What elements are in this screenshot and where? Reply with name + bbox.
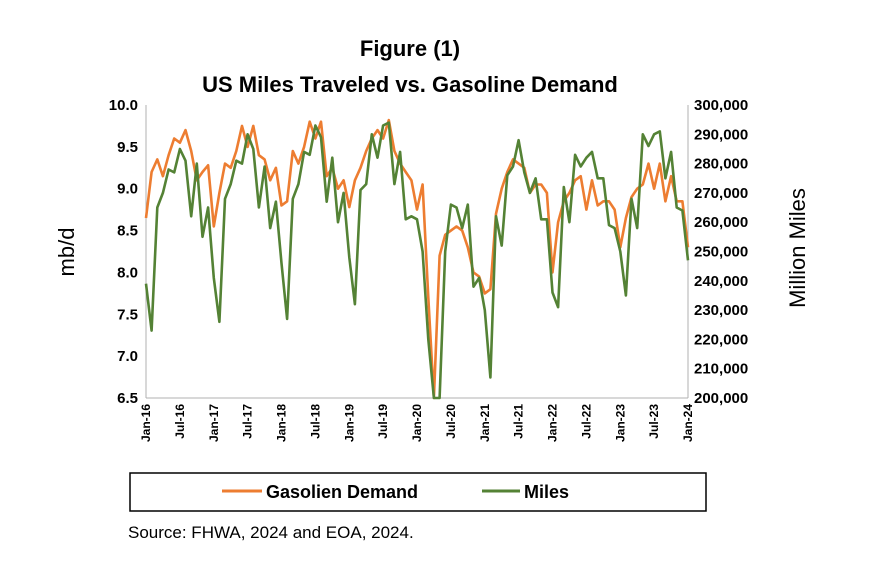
right-y-tick-label: 210,000	[694, 361, 748, 378]
right-y-tick-label: 240,000	[694, 273, 748, 290]
x-tick-label: Jan-22	[546, 404, 560, 442]
right-y-tick-label: 200,000	[694, 390, 748, 407]
x-tick-label: Jul-16	[173, 404, 187, 439]
left-y-tick-label: 8.0	[117, 264, 138, 281]
chart-subtitle: US Miles Traveled vs. Gasoline Demand	[202, 72, 618, 97]
x-tick-label: Jul-20	[444, 404, 458, 439]
right-y-tick-label: 290,000	[694, 126, 748, 143]
series-line-gasolien-demand	[144, 118, 690, 400]
series-layer	[144, 118, 690, 400]
left-y-tick-label: 7.0	[117, 348, 138, 365]
right-y-tick-label: 230,000	[694, 302, 748, 319]
series-line-miles	[144, 121, 690, 400]
x-tick-label: Jul-17	[241, 404, 255, 439]
x-ticks: Jan-16 Jul-16 Jan-17 Jul-17 Jan-18 Jul-18 Jan-…	[139, 404, 695, 442]
left-axis-label: mb/d	[54, 228, 79, 277]
x-tick-label: Jul-18	[308, 404, 322, 439]
right-y-tick-label: 280,000	[694, 156, 748, 173]
right-y-ticks: 300,000 290,000 280,000 270,000 260,000 250,0…	[694, 97, 748, 407]
left-y-tick-label: 9.5	[117, 139, 138, 156]
x-tick-label: Jan-20	[410, 404, 424, 442]
x-tick-label: Jul-19	[376, 404, 390, 439]
right-y-tick-label: 220,000	[694, 331, 748, 348]
x-tick-label: Jan-19	[342, 404, 356, 442]
x-tick-label: Jan-17	[207, 404, 221, 442]
left-y-tick-label: 9.0	[117, 181, 138, 198]
legend-label-gasoline-demand: Gasolien Demand	[266, 482, 418, 502]
left-y-tick-label: 6.5	[117, 390, 138, 407]
left-y-tick-label: 10.0	[109, 97, 138, 114]
x-tick-label: Jan-16	[139, 404, 153, 442]
right-y-tick-label: 260,000	[694, 214, 748, 231]
right-y-tick-label: 300,000	[694, 97, 748, 114]
x-tick-label: Jul-22	[579, 404, 593, 439]
right-y-tick-label: 250,000	[694, 244, 748, 261]
x-tick-label: Jan-24	[681, 404, 695, 442]
x-tick-label: Jul-21	[512, 404, 526, 439]
x-tick-label: Jul-23	[647, 404, 661, 439]
x-tick-label: Jan-21	[478, 404, 492, 442]
chart-title: Figure (1)	[360, 36, 460, 61]
left-y-tick-label: 7.5	[117, 306, 138, 323]
source-note: Source: FHWA, 2024 and EOA, 2024.	[128, 523, 414, 542]
right-y-tick-label: 270,000	[694, 185, 748, 202]
left-y-tick-label: 8.5	[117, 223, 138, 240]
legend-label-miles: Miles	[524, 482, 569, 502]
right-axis-label: Million Miles	[785, 188, 810, 308]
x-tick-label: Jan-23	[613, 404, 627, 442]
x-tick-label: Jan-18	[275, 404, 289, 442]
left-y-ticks: 10.0 9.5 9.0 8.5 8.0 7.5 7.0 6.5	[109, 97, 138, 407]
